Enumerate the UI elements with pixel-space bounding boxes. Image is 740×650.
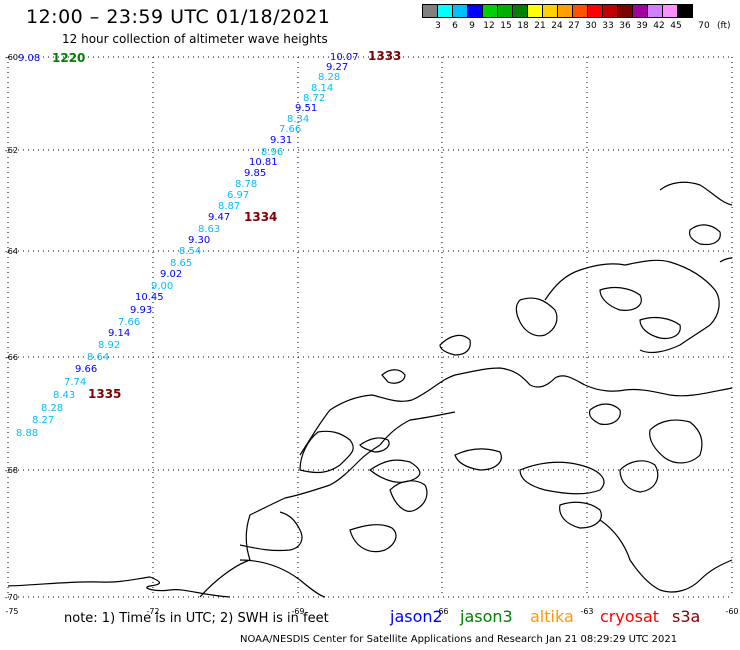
longitude-label: -72 [146,607,159,616]
wave-height-value: 7.66 [279,124,301,135]
wave-height-value: 8.28 [41,403,63,414]
color-scale-unit: (ft) [717,21,731,31]
map-title: 12:00 – 23:59 UTC 01/18/2021 [26,6,331,28]
longitude-label: -66 [435,607,448,616]
color-swatch [677,4,693,18]
map-frame [7,56,733,598]
color-scale-tick: 21 [534,21,546,31]
wave-height-value: 9.51 [295,103,317,114]
satellite-legend-item: jason2 [390,607,443,626]
wave-height-value: 8.34 [287,114,309,125]
longitude-label: -60 [725,607,738,616]
wave-height-value: 8.54 [179,246,201,257]
wave-height-value: 8.78 [235,179,257,190]
wave-height-value: 9.30 [188,235,210,246]
wave-height-value: 10.45 [135,292,164,303]
wave-height-value: 8.96 [261,147,283,158]
color-scale-tick: 27 [568,21,580,31]
latitude-label: -66 [5,353,18,362]
longitude-label: -69 [291,607,304,616]
orbit-label: 1335 [88,387,121,401]
color-scale-tick: 12 [483,21,495,31]
wave-height-value: 8.92 [98,340,120,351]
orbit-label: 1220 [52,51,85,65]
map-subtitle: 12 hour collection of altimeter wave hei… [62,32,328,46]
satellite-legend-item: altika [530,607,574,626]
wave-height-value: 7.74 [64,377,86,388]
orbit-number-labels: 1220 1333 1334 1335 [52,49,401,401]
wave-height-value: 9.66 [75,364,97,375]
wave-height-value: 8.28 [318,72,340,83]
wave-height-value: 8.14 [311,83,333,94]
color-scale-tick: 36 [619,21,631,31]
wave-height-value: 6.97 [227,190,249,201]
wave-height-value: 9.85 [244,168,266,179]
latitude-label: -70 [5,593,18,602]
wave-height-value: 8.65 [170,258,192,269]
color-scale-tick: 70 [698,21,710,31]
graticule-grid [8,57,732,597]
color-scale-tick: 18 [517,21,529,31]
orbit-label: 1333 [368,49,401,63]
color-scale-tick: 33 [602,21,614,31]
footer-credit: NOAA/NESDIS Center for Satellite Applica… [240,634,678,645]
latitude-label: -68 [5,466,18,475]
orbit-label: 1334 [244,210,277,224]
wave-height-value: 9.47 [208,212,230,223]
wave-height-value: 8.88 [16,428,38,439]
color-scale-tick: 30 [585,21,597,31]
wave-height-value: 9.27 [326,62,348,73]
wave-height-value: 9.00 [151,281,173,292]
latitude-label: -60 [5,53,18,62]
wave-height-value: 8.64 [87,352,109,363]
wave-height-value: 7.66 [118,317,140,328]
wave-height-value: 8.72 [303,93,325,104]
color-scale-tick: 15 [500,21,512,31]
wave-height-value: 8.43 [53,390,75,401]
wave-height-value: 9.02 [160,269,182,280]
wave-height-value: 10.81 [249,157,278,168]
wave-height-value: 8.27 [32,415,54,426]
color-scale-tick: 42 [653,21,665,31]
longitude-label: -63 [580,607,593,616]
color-scale-bar [422,4,693,18]
satellite-legend-item: cryosat [600,607,660,626]
wave-height-value: 9.14 [108,328,130,339]
footer-note: note: 1) Time is in UTC; 2) SWH is in fe… [64,611,329,626]
wave-height-value: 10.07 [330,52,359,63]
latitude-label: -64 [5,247,18,256]
coastline [7,181,733,598]
wave-height-value: 9.93 [130,305,152,316]
longitude-label: -75 [5,607,18,616]
wave-height-values: 9.08 10.079.278.288.148.729.518.347.669.3… [16,52,359,439]
color-scale-tick: 9 [469,21,475,31]
latitude-labels: -60 -62 -64 -66 -68 -70 [5,53,18,602]
latitude-label: -62 [5,146,18,155]
wave-height-value: 8.87 [218,201,240,212]
color-scale-tick: 39 [636,21,648,31]
longitude-labels: -75 -72 -69 -66 -63 -60 [5,607,738,616]
wave-height-value: 9.08 [18,53,40,64]
color-scale-tick: 6 [452,21,458,31]
satellite-legend-item: s3a [672,607,701,626]
color-scale-tick: 3 [435,21,441,31]
wave-height-value: 9.31 [270,135,292,146]
color-scale-tick: 24 [551,21,563,31]
color-scale-tick: 45 [670,21,682,31]
satellite-legend-item: jason3 [460,607,513,626]
wave-height-value: 8.63 [198,224,220,235]
